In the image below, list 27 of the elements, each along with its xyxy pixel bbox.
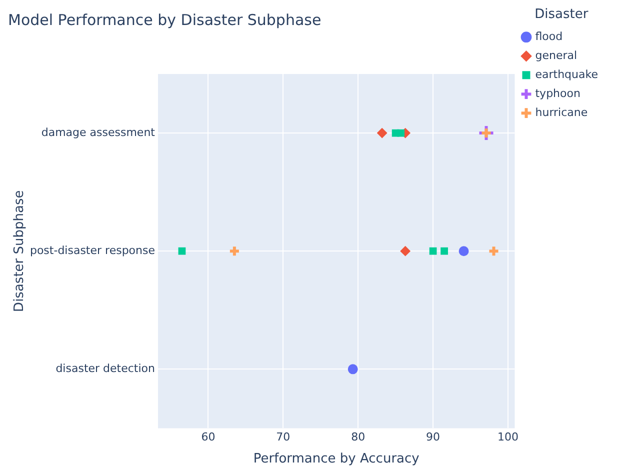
point bbox=[458, 246, 469, 256]
x-tick-label: 100 bbox=[498, 430, 518, 444]
y-tick-label: disaster detection bbox=[56, 362, 156, 376]
point bbox=[228, 245, 240, 258]
legend-label: typhoon bbox=[535, 86, 580, 100]
legend-label: general bbox=[535, 48, 578, 62]
point bbox=[440, 247, 448, 255]
x-tick-label: 80 bbox=[351, 430, 366, 444]
point bbox=[429, 247, 437, 255]
legend-title: Disaster bbox=[534, 6, 589, 22]
point bbox=[397, 129, 405, 137]
x-axis-title: Performance by Accuracy bbox=[253, 452, 420, 467]
point bbox=[400, 246, 410, 256]
x-tick-label: 60 bbox=[201, 430, 216, 444]
x-tick-label: 70 bbox=[276, 430, 290, 444]
legend-label: earthquake bbox=[535, 68, 598, 81]
point bbox=[377, 128, 388, 138]
point bbox=[488, 245, 500, 258]
x-tick-label: 90 bbox=[426, 430, 440, 444]
legend-label: hurricane bbox=[535, 106, 588, 119]
y-tick-label: damage assessment bbox=[41, 126, 156, 139]
legend-label: flood bbox=[535, 30, 563, 43]
y-tick-label: post-disaster response bbox=[30, 244, 156, 257]
point bbox=[348, 364, 358, 374]
y-axis-title: Disaster Subphase bbox=[12, 190, 28, 312]
chart-title: Model Performance by Disaster Subphase bbox=[8, 10, 322, 29]
point bbox=[178, 247, 186, 255]
